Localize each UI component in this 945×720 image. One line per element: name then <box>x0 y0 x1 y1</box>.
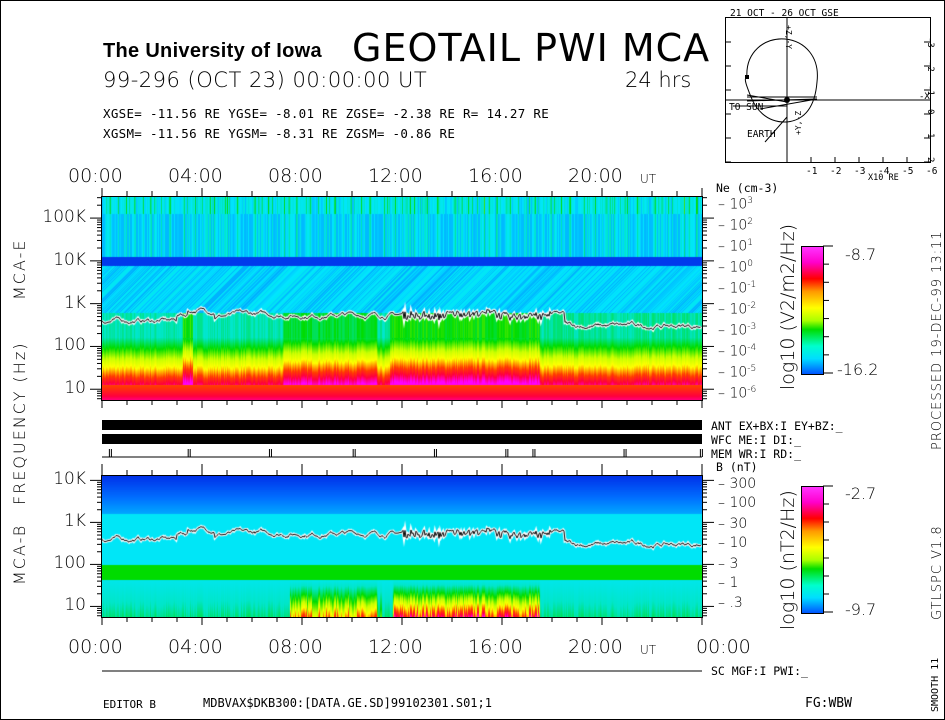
version-stamp: GTLSPC V1.8 <box>930 525 945 620</box>
sc-status-label: SC MGF:I PWI:_ <box>711 664 808 678</box>
mca-e-colorbar-min: -16.2 <box>837 360 879 379</box>
ne-tick-label: – 10-6 <box>718 385 757 402</box>
ant-status-label: ANT EX+BX:I EY+BZ:_ <box>711 419 843 433</box>
ne-tick-label: – 10-2 <box>718 301 757 318</box>
earth-marker <box>784 97 790 103</box>
freq-tick-label: 100 <box>53 553 86 574</box>
orbit-x-tick-label: -1 <box>806 166 818 177</box>
time-label: 16:00 <box>468 165 523 187</box>
ne-tick-label: – 10-4 <box>718 343 757 360</box>
fg-label: FG:WBW <box>805 696 852 711</box>
orbit-line-2 <box>746 98 818 102</box>
ne-tick-label: – 10-5 <box>718 364 757 381</box>
b-tick-label: – 100 <box>718 495 757 511</box>
mca-b-frame <box>101 475 703 618</box>
freq-tick-label: 10 <box>64 595 86 616</box>
smooth-stamp: SMOOTH 11 <box>930 657 941 712</box>
freq-tick-label: 1K <box>64 511 86 532</box>
ut-label: UT <box>640 172 657 186</box>
ut-label: UT <box>640 643 657 657</box>
orbit-start-marker <box>745 75 749 79</box>
orbit-line-4 <box>759 98 818 110</box>
mca-e-colorbar-max: -8.7 <box>845 245 877 264</box>
time-label: 16:00 <box>468 636 523 658</box>
mca-b-colorbar-max: -2.7 <box>845 484 877 503</box>
b-tick-label: – 1 <box>718 575 739 591</box>
ne-tick-label: – 101 <box>718 238 753 255</box>
orbit-line-3 <box>746 94 788 103</box>
to-sun-label: TO SUN <box>729 102 764 113</box>
mem-status-label: MEM WR:I RD:_ <box>711 447 802 461</box>
time-label: 20:00 <box>568 636 623 658</box>
gse-coordinates: XGSE= -11.56 RE YGSE= -8.01 RE ZGSE= -2.… <box>103 106 550 121</box>
editor-label: EDITOR B <box>103 698 156 711</box>
mca-e-frame <box>101 196 703 401</box>
orbit-plot <box>725 17 931 163</box>
b-axis-label: B (nT) <box>716 460 758 474</box>
orbit-minus-x-label: -X <box>919 92 930 102</box>
mca-b-spectrogram <box>102 476 702 617</box>
freq-tick-label: 10 <box>64 378 86 399</box>
earth-pointer <box>764 116 788 143</box>
mca-e-colorbar-label: log10 (V2/m2/Hz) <box>777 223 799 390</box>
time-label: 00:00 <box>68 165 123 187</box>
ne-tick-label: – 103 <box>718 196 753 213</box>
time-label: 04:00 <box>168 165 223 187</box>
orbit-x-tick-label: -3 <box>854 166 866 177</box>
freq-tick-label: 1K <box>64 292 86 313</box>
time-label: 08:00 <box>268 636 323 658</box>
mca-b-colorbar-min: -9.7 <box>845 600 877 619</box>
time-label: 12:00 <box>368 636 423 658</box>
orbit-x-tick-label: -5 <box>902 166 914 177</box>
orbit-x-axis-label: X10 RE <box>868 173 899 183</box>
orbit-x-tick-label: -6 <box>926 166 938 177</box>
wfc-status-bar <box>102 434 702 444</box>
ne-axis-label: Ne (cm-3) <box>716 181 779 195</box>
plot-timespan: 24 hrs <box>625 68 692 92</box>
time-label: 12:00 <box>368 165 423 187</box>
plot-title: GEOTAIL PWI MCA <box>352 26 711 70</box>
wfc-status-label: WFC ME:I DI:_ <box>711 433 802 447</box>
institution-label: The University of Iowa <box>103 40 322 62</box>
freq-tick-label: 10K <box>53 469 86 490</box>
mca-e-colorbar <box>801 246 824 375</box>
ant-status-bar <box>102 420 702 430</box>
mca-b-colorbar-label: log10 (nT2/Hz) <box>777 490 799 630</box>
orbit-x-tick-label: -2 <box>830 166 842 177</box>
earth-label: EARTH <box>747 129 776 140</box>
time-label: 00:00 <box>68 636 123 658</box>
orbit-title: 21 OCT - 26 OCT GSE <box>730 8 839 19</box>
mca-b-colorbar <box>801 486 824 614</box>
freq-tick-label: 10K <box>53 249 86 270</box>
gsm-coordinates: XGSM= -11.56 RE YGSM= -8.31 RE ZGSM= -0.… <box>103 126 456 141</box>
ne-tick-label: – 10-1 <box>718 280 757 297</box>
processed-stamp: PROCESSED 19-DEC-99 13:11 <box>930 230 945 450</box>
freq-tick-label: 100 <box>53 335 86 356</box>
b-tick-label: – 3 <box>718 556 739 572</box>
b-tick-label: – 300 <box>718 476 757 492</box>
time-label: 08:00 <box>268 165 323 187</box>
ne-tick-label: – 102 <box>718 217 753 234</box>
time-label: 04:00 <box>168 636 223 658</box>
freq-tick-label: 100K <box>42 207 86 228</box>
ne-tick-label: – 10-3 <box>718 322 757 339</box>
data-file-path: MDBVAX$DKB300:[DATA.GE.SD]99102301.S01;1 <box>203 696 492 710</box>
b-tick-label: – .3 <box>718 595 743 611</box>
time-label-end: 00:00 <box>696 636 751 658</box>
orbit-x-tick-label: -4 <box>878 166 890 177</box>
plot-datetime: 99-296 (OCT 23) 00:00:00 UT <box>103 68 428 92</box>
ne-tick-label: – 100 <box>718 259 753 276</box>
b-tick-label: – 10 <box>718 535 748 551</box>
mca-e-spectrogram <box>102 197 702 400</box>
time-label: 20:00 <box>568 165 623 187</box>
b-tick-label: – 30 <box>718 516 748 532</box>
